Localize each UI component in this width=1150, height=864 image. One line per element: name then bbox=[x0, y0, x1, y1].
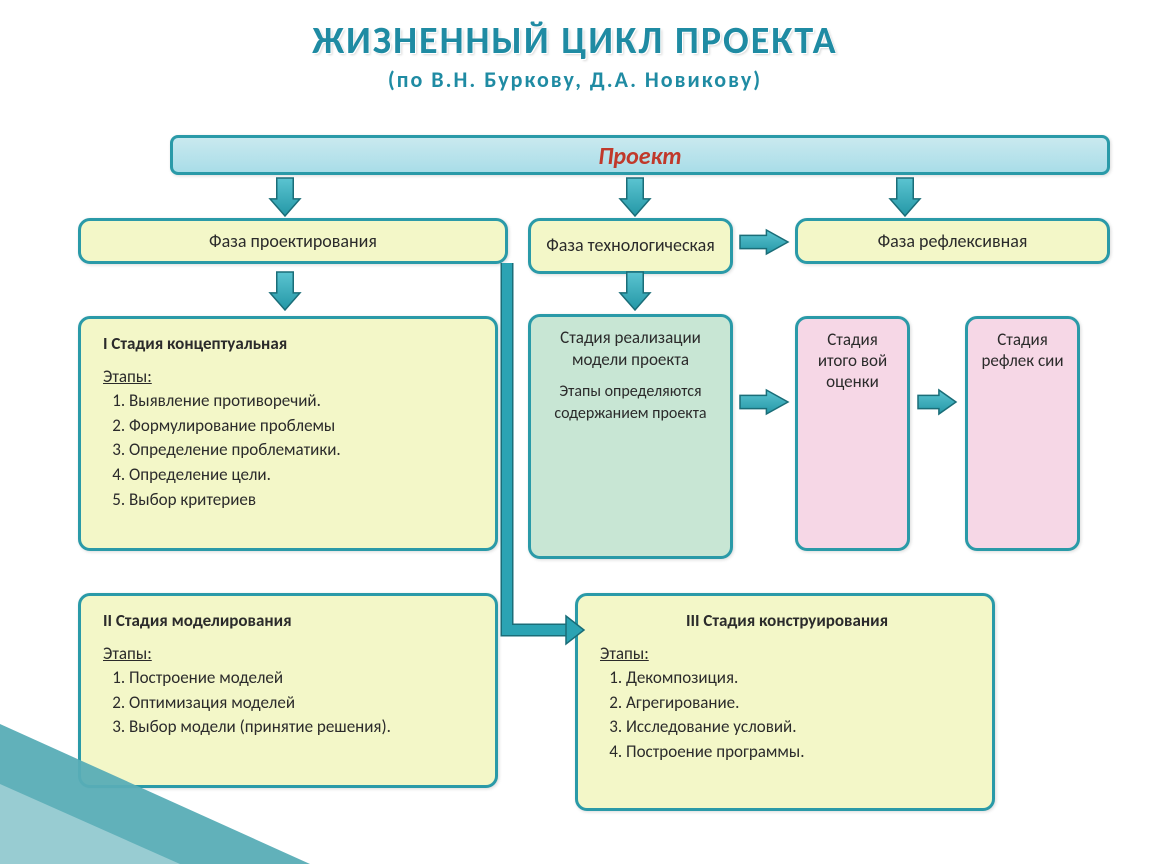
title-sub: (по В.Н. Буркову, Д.А. Новикову) bbox=[0, 66, 1150, 93]
pink-reflex: Стадия рефлек сии bbox=[965, 316, 1080, 551]
project-label: Проект bbox=[598, 142, 681, 171]
list-item: Формулирование проблемы bbox=[129, 414, 477, 439]
title-main: ЖИЗНЕННЫЙ ЦИКЛ ПРОЕКТА bbox=[0, 18, 1150, 64]
decor-triangle bbox=[0, 724, 310, 864]
title-block: ЖИЗНЕННЫЙ ЦИКЛ ПРОЕКТА (по В.Н. Буркову,… bbox=[0, 0, 1150, 93]
stage1-label: Этапы: bbox=[103, 366, 477, 387]
stage3-list: Декомпозиция. Агрегирование. Исследовани… bbox=[600, 666, 974, 765]
list-item: Декомпозиция. bbox=[626, 666, 974, 691]
phase-design: Фаза проектирования bbox=[78, 218, 508, 264]
green-box: Стадия реализации модели проекта Этапы о… bbox=[528, 314, 733, 559]
stage2-label: Этапы: bbox=[103, 643, 477, 664]
list-item: Построение программы. bbox=[626, 740, 974, 765]
phase-reflex: Фаза рефлексивная bbox=[795, 218, 1110, 264]
list-item: Агрегирование. bbox=[626, 691, 974, 716]
list-item: Определение цели. bbox=[129, 463, 477, 488]
stage3-title: III Стадия конструирования bbox=[600, 610, 974, 631]
stage1-list: Выявление противоречий. Формулирование п… bbox=[103, 389, 477, 512]
stage3-label: Этапы: bbox=[600, 643, 974, 664]
list-item: Оптимизация моделей bbox=[129, 691, 477, 716]
stage2-title: II Стадия моделирования bbox=[103, 610, 477, 631]
list-item: Исследование условий. bbox=[626, 715, 974, 740]
list-item: Построение моделей bbox=[129, 666, 477, 691]
phase-tech: Фаза технологическая bbox=[528, 218, 733, 274]
list-item: Определение проблематики. bbox=[129, 438, 477, 463]
pink-eval: Стадия итого вой оценки bbox=[795, 316, 910, 551]
project-box: Проект bbox=[170, 135, 1110, 175]
list-item: Выявление противоречий. bbox=[129, 389, 477, 414]
green-title: Стадия реализации модели проекта bbox=[539, 327, 722, 371]
stage3-box: III Стадия конструирования Этапы: Декомп… bbox=[575, 593, 995, 811]
stage1-title: I Стадия концептуальная bbox=[103, 333, 477, 354]
green-sub: Этапы определяются содержанием проекта bbox=[539, 381, 722, 424]
list-item: Выбор критериев bbox=[129, 488, 477, 513]
stage1-box: I Стадия концептуальная Этапы: Выявление… bbox=[78, 316, 498, 551]
